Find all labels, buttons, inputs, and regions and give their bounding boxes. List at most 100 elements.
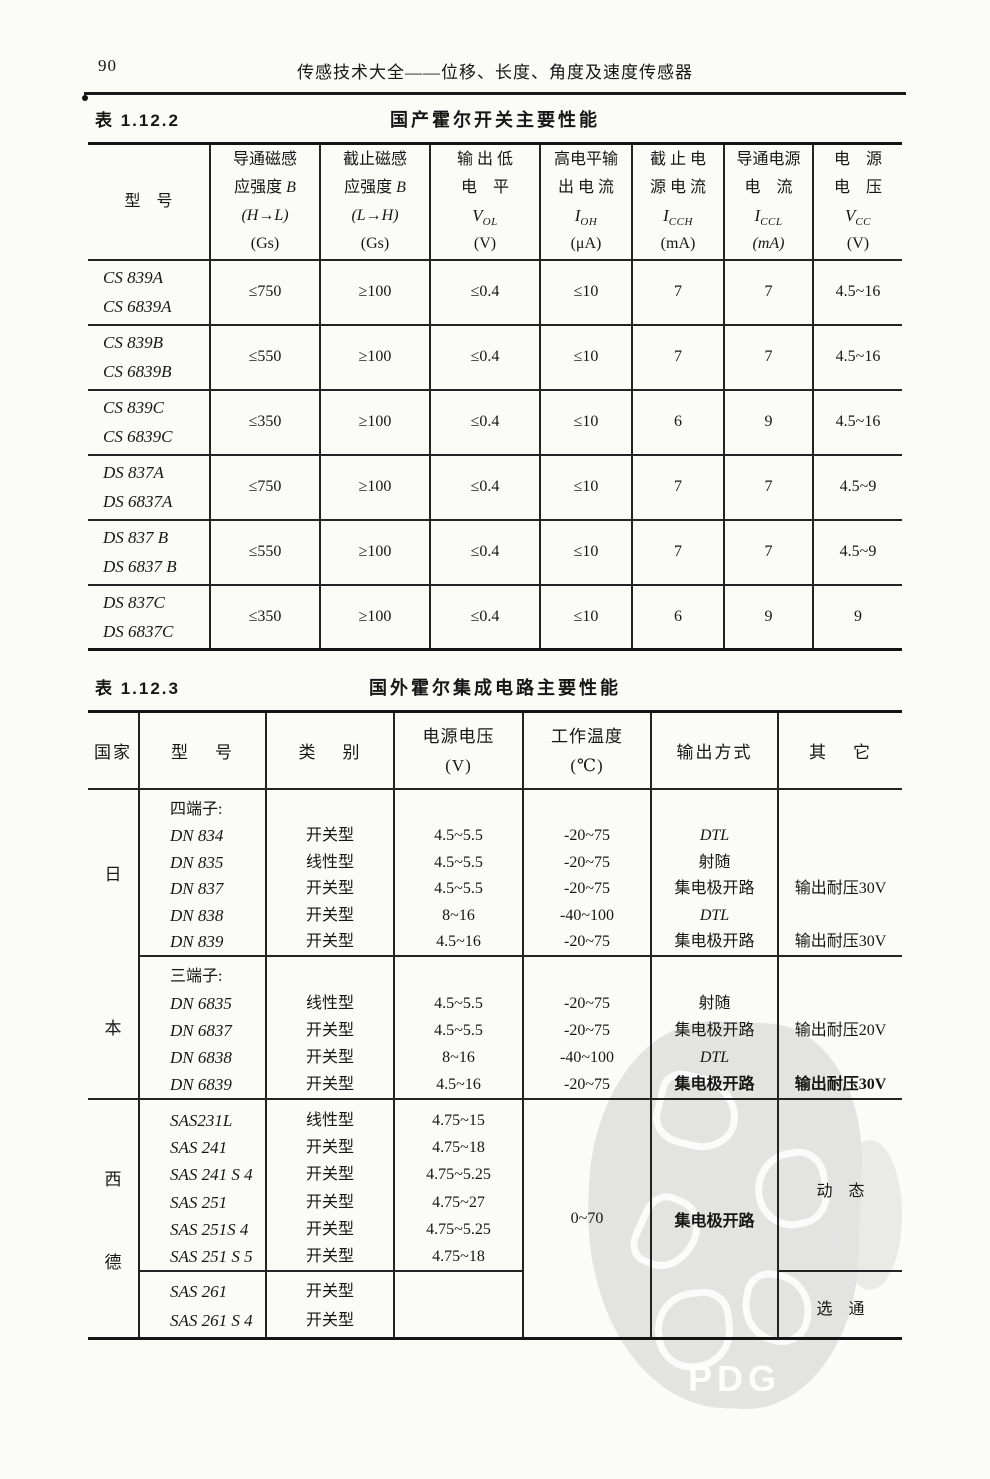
cell-value: 集电极开路 xyxy=(674,880,755,898)
running-title: 传感技术大全——位移、长度、角度及速度传感器 xyxy=(297,63,693,82)
cell-value: 7 xyxy=(723,519,813,585)
cell-value: 集电极开路 xyxy=(674,932,755,950)
cell-value: 4.75~18 xyxy=(432,1139,485,1157)
cell-value: 9 xyxy=(812,584,902,650)
cell-value: 9 xyxy=(723,389,813,455)
col-header-turn-off-b: 截止磁感 应强度 B (L→H) (Gs) xyxy=(319,143,430,260)
col-header-cutoff-supply-current: 截 止 电 源 电 流 ICCH (mA) xyxy=(631,143,724,260)
cell-value: 4.75~5.25 xyxy=(426,1220,491,1238)
model-name: SAS 251S 4 xyxy=(170,1219,249,1239)
cell-value: -20~75 xyxy=(564,995,610,1012)
temperature-cell: 0~70 xyxy=(522,1100,650,1337)
model-name: DN 835 xyxy=(170,852,224,872)
cell-value: 4.75~5.25 xyxy=(426,1166,491,1184)
cell-value: DTL xyxy=(699,906,730,924)
cell-value: 射随 xyxy=(698,995,731,1012)
table-2-caption-title: 国外霍尔集成电路主要性能 xyxy=(369,678,621,698)
cell-value: 7 xyxy=(631,519,724,585)
cell-value: 6 xyxy=(631,389,724,455)
cell-value: 开关型 xyxy=(305,1247,354,1265)
table-2-caption-label: 表 1.12.3 xyxy=(95,679,180,698)
foreign-hall-ic-table: 国家 型 号 类 别 电源电压 (V) 工作温度 (℃) 输出方式 其 它 日 本 xyxy=(88,710,902,1340)
cell-value: 开关型 xyxy=(305,1049,354,1066)
cell-value: 射随 xyxy=(698,853,731,871)
model-name: DN 6838 xyxy=(170,1048,232,1067)
cell-value: ≥100 xyxy=(319,584,430,650)
cell-value: ≤750 xyxy=(209,259,320,325)
table-row: DS 837C DS 6837C ≤350 ≥100 ≤0.4 ≤10 6 9 9 xyxy=(88,584,902,650)
cell-model: DS 837 B DS 6837 B xyxy=(103,528,177,576)
cell-value: ≤550 xyxy=(209,519,320,585)
cell-value: ≥100 xyxy=(319,389,430,455)
country-char: 西 xyxy=(104,1169,122,1189)
country-cell-germany: 西 德 xyxy=(88,1100,138,1337)
col-header-output-mode: 输出方式 xyxy=(650,713,777,788)
cell-value: 输出耐压30V xyxy=(794,1076,887,1093)
cell-value: ≤0.4 xyxy=(429,454,540,520)
cell-value: 开关型 xyxy=(305,1139,354,1157)
model-name: SAS 251 xyxy=(170,1192,228,1212)
cell-value: 4.5~9 xyxy=(812,519,902,585)
cell-value: 线性型 xyxy=(305,995,354,1012)
cell-value: 开关型 xyxy=(305,1193,354,1211)
cell-value: 6 xyxy=(631,584,724,650)
country-cell-japan: 日 本 xyxy=(88,790,138,1098)
cell-value: 开关型 xyxy=(305,906,354,924)
country-char: 本 xyxy=(104,1019,122,1038)
cell-model: DS 837A DS 6837A xyxy=(103,463,173,511)
cell-value: 4.5~5.5 xyxy=(434,995,483,1012)
model-name: DN 837 xyxy=(170,879,224,899)
model-column: SAS231L SAS 241 SAS 241 S 4 SAS 251 SAS … xyxy=(138,1100,265,1337)
model-name: DN 6839 xyxy=(170,1075,232,1094)
header-rule xyxy=(84,92,906,95)
cell-value: 4.5~5.5 xyxy=(434,1022,483,1039)
cell-value: 4.5~16 xyxy=(436,1076,481,1093)
model-name: SAS 241 S 4 xyxy=(170,1165,253,1185)
cell-value: ≤10 xyxy=(539,519,632,585)
col-header-supply-voltage: 电 源 电 压 VCC (V) xyxy=(812,143,902,260)
cell-value: 4.5~16 xyxy=(436,932,481,950)
cell-value: 8~16 xyxy=(442,1049,475,1066)
table-row: DS 837 B DS 6837 B ≤550 ≥100 ≤0.4 ≤10 7 7… xyxy=(88,519,902,585)
model-name: SAS 241 xyxy=(170,1138,228,1158)
table-row: CS 839A CS 6839A ≤750 ≥100 ≤0.4 ≤10 7 7 4… xyxy=(88,259,902,325)
cell-value: 4.75~18 xyxy=(432,1247,485,1265)
other-column: 输出耐压30V 输出耐压30V 输出耐压20V 输出耐压30V xyxy=(777,790,902,1098)
cell-value: ≥100 xyxy=(319,259,430,325)
cell-value: -20~75 xyxy=(564,853,610,871)
cell-model: CS 839A CS 6839A xyxy=(103,268,172,316)
col-header-on-supply-current: 导通电源 电 流 ICCL (mA) xyxy=(723,143,813,260)
model-column: 四端子: DN 834 DN 835 DN 837 DN 838 DN 839 … xyxy=(138,790,265,1098)
table-1-caption-label: 表 1.12.2 xyxy=(95,111,180,130)
cell-value: ≤350 xyxy=(209,389,320,455)
cell-value: 开关型 xyxy=(305,1076,354,1093)
cell-value: 7 xyxy=(631,259,724,325)
col-header-output-low-level: 输 出 低 电 平 VOL (V) xyxy=(429,143,540,260)
voltage-column: 4.5~5.5 4.5~5.5 4.5~5.5 8~16 4.5~16 4.5~… xyxy=(393,790,522,1098)
cell-value: -20~75 xyxy=(564,1076,610,1093)
cell-value: 4.5~5.5 xyxy=(434,827,483,845)
cell-value: 开关型 xyxy=(305,1166,354,1184)
cell-value: ≤0.4 xyxy=(429,324,540,390)
cell-value: 4.5~16 xyxy=(812,324,902,390)
page-number: 90 xyxy=(98,56,117,75)
col-header-model: 型 号 xyxy=(124,192,173,210)
col-header-operating-temp: 工作温度 (℃) xyxy=(522,713,650,788)
cell-value: ≤10 xyxy=(539,584,632,650)
cell-value: 4.5~16 xyxy=(812,259,902,325)
germany-section: 西 德 SAS231L SAS 241 SAS 241 S 4 SAS 251 … xyxy=(88,1098,902,1337)
model-name: SAS 251 S 5 xyxy=(170,1246,253,1266)
cell-value: -40~100 xyxy=(560,906,614,924)
voltage-column: 4.75~15 4.75~18 4.75~5.25 4.75~27 4.75~5… xyxy=(393,1100,522,1337)
cell-value: -20~75 xyxy=(564,880,610,898)
model-name: DN 834 xyxy=(170,826,224,846)
cell-value: 开关型 xyxy=(305,1283,354,1300)
cell-value: 4.75~15 xyxy=(432,1112,485,1129)
country-char: 日 xyxy=(104,865,122,884)
cell-value: -40~100 xyxy=(560,1049,614,1066)
cell-value: 7 xyxy=(723,324,813,390)
table-1-caption-title: 国产霍尔开关主要性能 xyxy=(390,110,600,130)
table-row: CS 839B CS 6839B ≤550 ≥100 ≤0.4 ≤10 7 7 4… xyxy=(88,324,902,390)
cell-value: ≤0.4 xyxy=(429,584,540,650)
